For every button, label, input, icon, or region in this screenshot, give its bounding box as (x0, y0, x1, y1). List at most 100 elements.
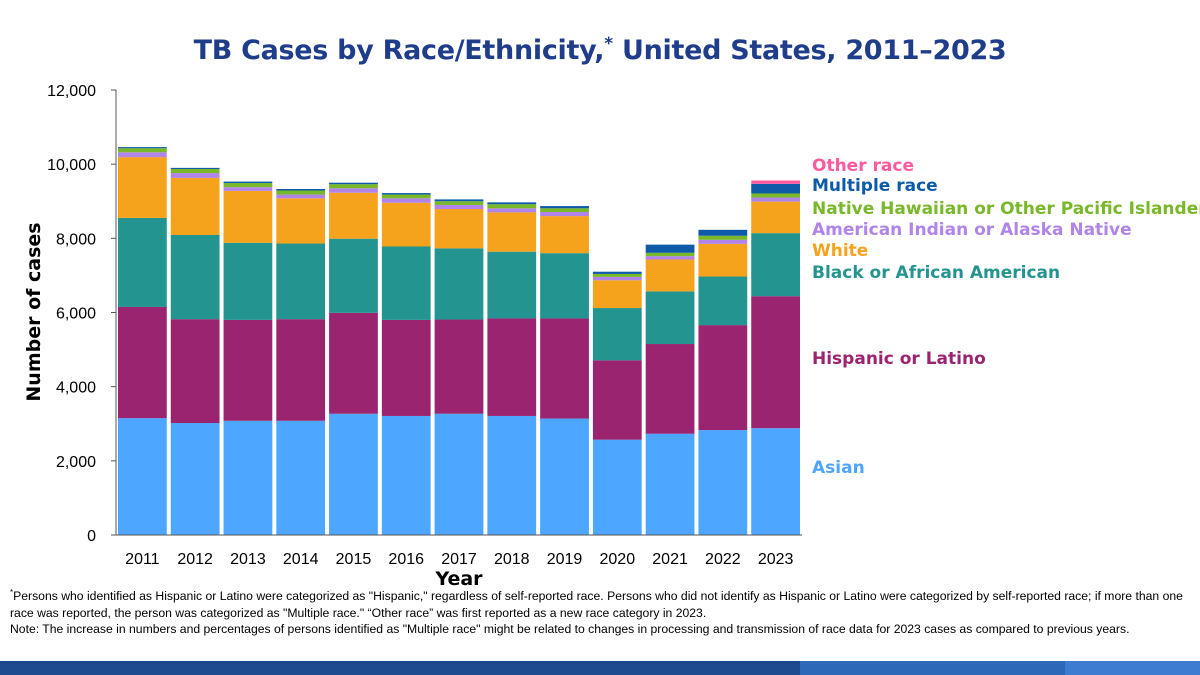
bar-segment-2018-black-or-african-american (487, 251, 537, 319)
bar-segment-2019-black-or-african-american (540, 253, 589, 319)
bar-segment-2020-asian (592, 439, 642, 535)
bar-segment-2014-hispanic-or-latino (276, 319, 326, 421)
x-tick-label: 2021 (652, 551, 688, 568)
y-tick-label: 10,000 (47, 157, 96, 174)
bar-segment-2019-american-indian-or-alaska-native (540, 212, 589, 217)
bar-segment-2011-native-hawaiian-or-other-pacific-islander (118, 148, 167, 153)
bar-segment-2015-black-or-african-american (329, 238, 378, 313)
bar-segment-2021-white (645, 259, 695, 292)
bar-segment-2012-asian (170, 423, 220, 535)
bar-segment-2016-asian (381, 415, 431, 535)
bar-segment-2012-white (170, 177, 220, 235)
legend-black-or-african-american: Black or African American (812, 263, 1060, 283)
legend-asian: Asian (812, 458, 865, 478)
bar-segment-2020-white (592, 280, 642, 309)
y-tick-label: 2,000 (56, 454, 96, 471)
y-axis-label: Number of cases (23, 222, 45, 401)
x-tick-label: 2022 (705, 551, 741, 568)
x-tick-label: 2011 (125, 551, 160, 568)
stacked-bar-chart: 0 2,000 4,000 6,000 8,000 10,000 12,000 2011 201… (23, 83, 1200, 590)
footnote-note: Note: The increase in numbers and percen… (10, 622, 1130, 637)
bar-segment-2013-hispanic-or-latino (223, 319, 273, 421)
bar-segment-2023-multiple-race (751, 183, 800, 194)
x-tick-label: 2015 (336, 551, 372, 568)
footnote-text: Persons who identified as Hispanic or La… (10, 589, 1183, 620)
bar-segment-2020-black-or-african-american (592, 308, 642, 361)
bar-segment-2015-native-hawaiian-or-other-pacific-islander (329, 184, 378, 189)
legend-white: White (812, 241, 868, 261)
legend-american-indian-or-alaska-native: American Indian or Alaska Native (812, 220, 1132, 240)
x-tick-label: 2014 (283, 551, 319, 568)
bar-segment-2021-asian (645, 433, 695, 535)
legend-multiple-race: Multiple race (812, 176, 938, 196)
bar-segment-2014-asian (276, 420, 326, 535)
bar-segment-2011-white (118, 157, 167, 218)
bar-segment-2020-native-hawaiian-or-other-pacific-islander (592, 273, 642, 277)
y-tick-label: 12,000 (47, 83, 96, 100)
bar-segment-2016-black-or-african-american (381, 246, 431, 320)
bar-segment-2019-hispanic-or-latino (540, 318, 589, 419)
bar-segment-2011-hispanic-or-latino (118, 306, 167, 419)
y-tick-label: 6,000 (56, 306, 96, 323)
bar-segment-2013-multiple-race (223, 181, 273, 184)
bar-segment-2012-black-or-african-american (170, 234, 220, 320)
bar-segment-2011-asian (118, 418, 167, 535)
bar-segment-2014-american-indian-or-alaska-native (276, 194, 326, 199)
x-tick-label: 2016 (388, 551, 424, 568)
bar-segment-2016-hispanic-or-latino (381, 319, 431, 416)
bar-segment-2015-hispanic-or-latino (329, 312, 378, 414)
bar-segment-2016-white (381, 202, 431, 247)
bar-segment-2011-black-or-african-american (118, 217, 167, 307)
title-footnote-mark: * (604, 34, 613, 54)
bar-segment-2022-black-or-african-american (698, 276, 748, 326)
bar-segment-2012-native-hawaiian-or-other-pacific-islander (170, 168, 220, 174)
bar-segment-2020-american-indian-or-alaska-native (592, 276, 642, 281)
bar-segment-2021-american-indian-or-alaska-native (645, 256, 695, 260)
bar-segment-2021-hispanic-or-latino (645, 344, 695, 434)
bar-segment-2014-black-or-african-american (276, 243, 326, 320)
bar-segment-2013-asian (223, 420, 273, 535)
bar-segment-2022-native-hawaiian-or-other-pacific-islander (698, 235, 748, 240)
bar-segment-2018-asian (487, 415, 537, 535)
bar-segment-2020-hispanic-or-latino (592, 360, 642, 440)
bar-segment-2012-american-indian-or-alaska-native (170, 173, 220, 178)
bar-segment-2013-american-indian-or-alaska-native (223, 187, 273, 191)
bar-segment-2022-multiple-race (698, 229, 748, 236)
x-tick-label: 2017 (441, 551, 477, 568)
bar-segment-2019-native-hawaiian-or-other-pacific-islander (540, 208, 589, 213)
bar-segment-2012-hispanic-or-latino (170, 319, 220, 424)
bar-segment-2021-multiple-race (645, 244, 695, 253)
bar-segment-2013-white (223, 190, 273, 243)
bar-segment-2022-american-indian-or-alaska-native (698, 239, 748, 244)
bar-segment-2023-american-indian-or-alaska-native (751, 197, 800, 202)
bar-segment-2011-multiple-race (118, 147, 167, 149)
bar-segment-2023-white (751, 201, 800, 234)
x-axis-label: Year (434, 568, 483, 590)
x-tick-label: 2020 (600, 551, 636, 568)
bar-segment-2017-asian (434, 413, 484, 535)
bar-segment-2019-white (540, 216, 589, 254)
bar-segment-2023-asian (751, 428, 800, 535)
footnote-mark: * (10, 588, 14, 597)
bar-segment-2021-native-hawaiian-or-other-pacific-islander (645, 252, 695, 257)
chart-title: TB Cases by Race/Ethnicity,* United Stat… (193, 34, 1007, 66)
bar-segment-2016-native-hawaiian-or-other-pacific-islander (381, 194, 431, 199)
x-tick-label: 2018 (494, 551, 530, 568)
bar-segment-2017-black-or-african-american (434, 248, 484, 320)
bar-segment-2015-asian (329, 413, 378, 535)
bar-segment-2018-american-indian-or-alaska-native (487, 208, 537, 213)
bar-segment-2014-native-hawaiian-or-other-pacific-islander (276, 190, 326, 195)
legend-native-hawaiian-or-other-pacific-islander: Native Hawaiian or Other Pacific Islande… (812, 199, 1200, 219)
footer-band (0, 661, 1200, 675)
bar-segment-2022-asian (698, 430, 748, 535)
bar-segment-2014-multiple-race (276, 189, 326, 191)
legend-other-race: Other race (812, 156, 914, 176)
bar-segment-2015-american-indian-or-alaska-native (329, 188, 378, 193)
bar-segment-2023-native-hawaiian-or-other-pacific-islander (751, 193, 800, 198)
legend-hispanic-or-latino: Hispanic or Latino (812, 349, 986, 369)
bar-segment-2012-multiple-race (170, 167, 220, 169)
bar-segment-2018-hispanic-or-latino (487, 318, 537, 416)
bar-segment-2022-white (698, 243, 748, 277)
bar-segment-2018-white (487, 212, 537, 252)
bar-segment-2019-asian (540, 418, 589, 535)
